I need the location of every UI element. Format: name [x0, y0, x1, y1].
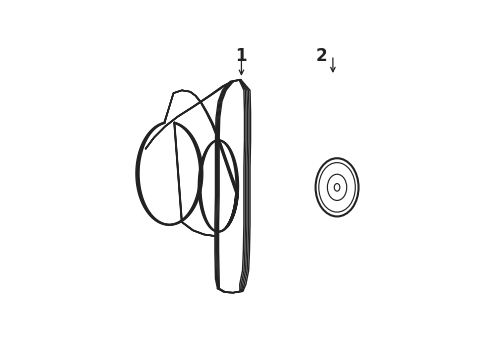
Text: 1: 1	[236, 47, 247, 65]
Text: 2: 2	[316, 47, 328, 65]
Ellipse shape	[334, 184, 340, 191]
